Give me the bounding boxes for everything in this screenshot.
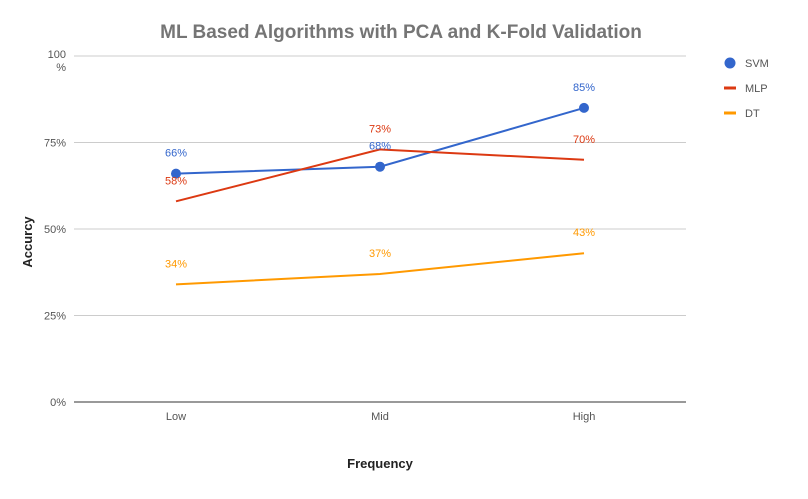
gridlines: [74, 55, 686, 403]
y-axis-ticks: 0% 25% 50% 75% 100%: [44, 49, 66, 409]
series-line-mlp: [175, 148, 585, 203]
data-label-svm: 66%: [165, 148, 187, 160]
data-label-mlp: 58%: [165, 175, 187, 187]
x-tick-label: High: [573, 411, 596, 423]
data-point-svm: [579, 102, 589, 113]
y-tick-label: 100%: [48, 49, 67, 74]
y-tick-label: 75%: [44, 138, 66, 150]
series-line-dt: [175, 252, 585, 286]
x-tick-label: Mid: [371, 411, 389, 423]
y-axis-title: Accurcy: [20, 216, 35, 268]
y-tick-label: 0%: [50, 397, 66, 409]
legend-marker-svm: [724, 57, 736, 69]
x-axis-ticks: Low Mid High: [166, 411, 595, 423]
legend-label-svm: SVM: [745, 58, 769, 70]
y-tick-label: 25%: [44, 311, 66, 323]
data-label-svm: 68%: [369, 141, 391, 153]
data-label-dt: 43%: [573, 227, 595, 239]
legend: SVM MLP DT: [724, 57, 769, 120]
data-label-mlp: 70%: [573, 134, 595, 146]
legend-label-mlp: MLP: [745, 83, 768, 95]
x-tick-label: Low: [166, 411, 186, 423]
data-label-dt: 37%: [369, 248, 391, 260]
data-label-dt: 34%: [165, 258, 187, 270]
chart-title: ML Based Algorithms with PCA and K-Fold …: [160, 22, 642, 43]
data-label-svm: 85%: [573, 82, 595, 94]
data-point-svm: [375, 161, 385, 172]
data-labels: 66% 68% 85% 58% 73% 70% 34% 37% 43%: [165, 82, 595, 270]
y-tick-label: 50%: [44, 224, 66, 236]
series-layer: [171, 102, 589, 286]
x-axis-title: Frequency: [347, 456, 414, 471]
legend-label-dt: DT: [745, 108, 760, 120]
data-label-mlp: 73%: [369, 123, 391, 135]
data-point-svm: [171, 168, 181, 179]
